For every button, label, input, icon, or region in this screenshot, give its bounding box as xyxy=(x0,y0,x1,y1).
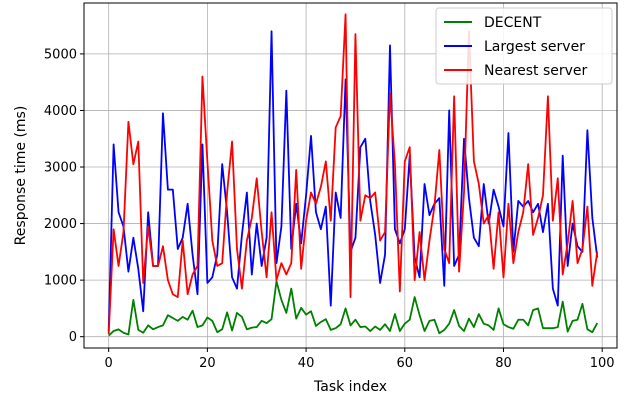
x-tick-label: 80 xyxy=(495,356,512,371)
x-tick-label: 20 xyxy=(199,356,216,371)
legend-label: Largest server xyxy=(484,39,585,55)
legend: DECENT Largest server Nearest server xyxy=(435,7,613,85)
y-tick-label: 4000 xyxy=(44,104,77,119)
x-axis-label: Task index xyxy=(313,379,387,395)
y-tick-label: 3000 xyxy=(44,161,77,176)
y-tick-label: 1000 xyxy=(44,274,77,289)
legend-box xyxy=(435,7,613,85)
legend-label: DECENT xyxy=(484,15,542,31)
series-line-decent xyxy=(108,280,599,337)
y-tick-label: 5000 xyxy=(44,47,77,62)
x-tick-label: 60 xyxy=(397,356,414,371)
plot-frame xyxy=(83,2,618,349)
series-lines xyxy=(107,13,599,337)
y-axis-label: Response time (ms) xyxy=(13,106,29,246)
y-tick-label: 2000 xyxy=(44,217,77,232)
series-line-nearest-server xyxy=(107,13,599,334)
series-line-largest-server xyxy=(107,30,599,332)
x-tick-label: 40 xyxy=(298,356,315,371)
y-tick-label: 0 xyxy=(69,330,77,345)
legend-label: Nearest server xyxy=(484,63,588,79)
x-tick-label: 0 xyxy=(105,356,113,371)
x-tick-label: 100 xyxy=(590,356,615,371)
